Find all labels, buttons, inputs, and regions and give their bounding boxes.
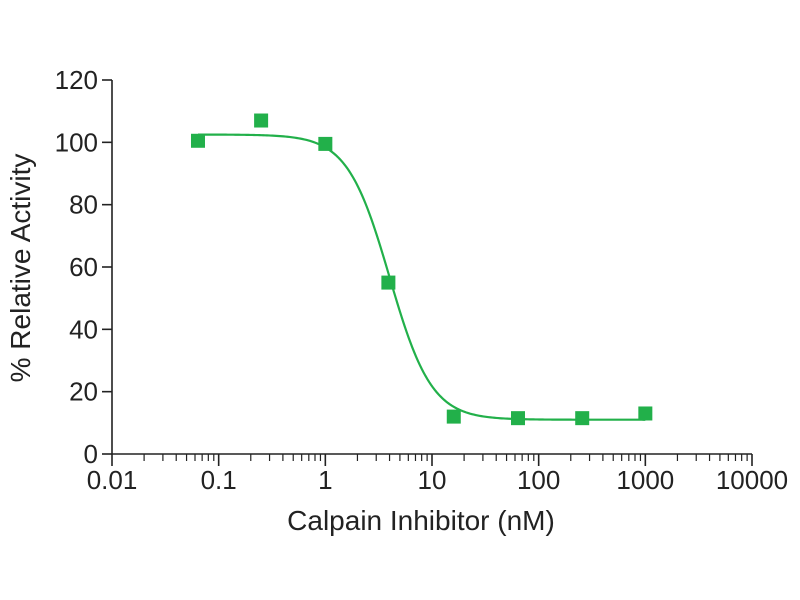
- y-axis-title: % Relative Activity: [5, 154, 36, 383]
- data-point: [510, 411, 525, 426]
- x-tick-label: 1000: [616, 465, 674, 495]
- data-point: [575, 411, 590, 426]
- x-axis-title: Calpain Inhibitor (nM): [287, 505, 555, 536]
- data-point: [190, 133, 205, 148]
- data-point: [446, 409, 461, 424]
- axes: [111, 80, 752, 455]
- data-point: [318, 136, 333, 151]
- x-tick-label: 1: [318, 465, 332, 495]
- x-tick-label: 100: [517, 465, 560, 495]
- y-tick-label: 40: [69, 314, 98, 344]
- x-tick-label: 0.1: [201, 465, 237, 495]
- y-tick-label: 100: [55, 127, 98, 157]
- y-tick-label: 80: [69, 190, 98, 220]
- data-point: [381, 275, 396, 290]
- data-point: [254, 113, 269, 128]
- data-point: [638, 406, 653, 421]
- x-tick-label: 0.01: [87, 465, 138, 495]
- data-points: [190, 113, 653, 426]
- ticks: 0 20 40 60 80 100 120 0.01 0.1 1 10 100 1000 10000: [55, 65, 789, 495]
- fit-curve: [197, 133, 646, 421]
- x-tick-label: 10: [418, 465, 447, 495]
- y-tick-label: 0: [84, 439, 98, 469]
- y-tick-label: 120: [55, 65, 98, 95]
- y-tick-label: 60: [69, 252, 98, 282]
- y-tick-label: 20: [69, 377, 98, 407]
- x-tick-label: 10000: [716, 465, 788, 495]
